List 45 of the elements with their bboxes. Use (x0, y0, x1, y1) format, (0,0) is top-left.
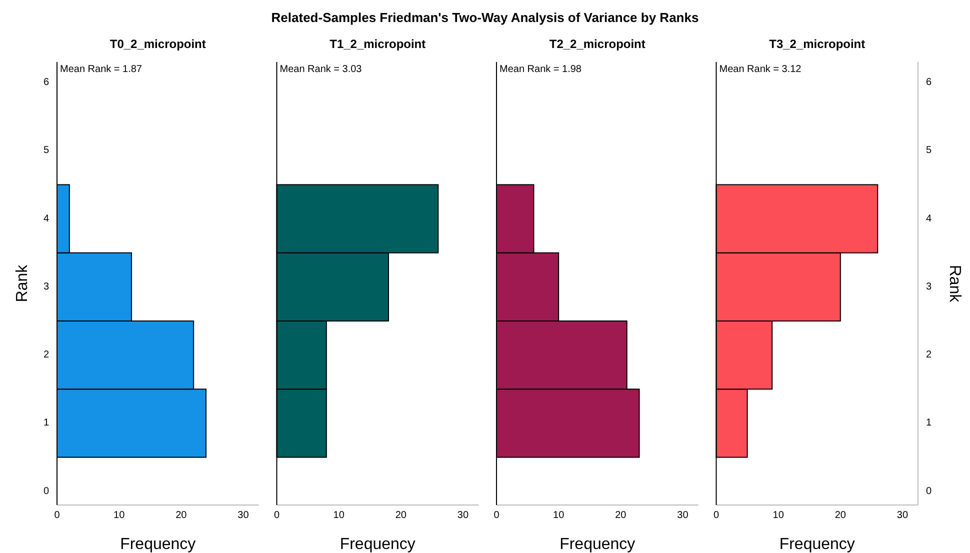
x-axis-title: Frequency (779, 536, 855, 553)
x-tick-label: 30 (457, 510, 469, 522)
annotation: Mean Rank = 1.98 (500, 64, 582, 75)
x-tick-label: 30 (677, 510, 689, 522)
y-tick-label: 3 (926, 281, 932, 292)
x-tick-label: 20 (176, 510, 188, 522)
x-tick-label: 0 (713, 510, 720, 522)
y-tick-label: 0 (926, 486, 932, 497)
chart-title: T2_2_micropoint (549, 37, 646, 51)
x-tick-label: 20 (834, 510, 846, 522)
x-tick-label: 30 (238, 510, 250, 522)
y-tick-label: 2 (926, 350, 932, 361)
y-tick-label: 4 (43, 213, 50, 224)
x-axis-title: Frequency (120, 536, 196, 553)
chart-title: T0_2_micropoint (110, 37, 206, 51)
y-tick-label: 1 (43, 418, 50, 429)
chart-title: T3_2_micropoint (769, 37, 866, 51)
x-tick-label: 10 (114, 510, 126, 522)
y-tick-label: 0 (43, 486, 50, 497)
annotation: Mean Rank = 1.87 (60, 64, 142, 75)
x-axis-title: Frequency (560, 536, 636, 553)
text: Related-Samples Friedman's Two-Way Analysis of Variance by Ranks (271, 10, 699, 25)
y-tick-label: 1 (926, 418, 932, 429)
x-tick-label: 10 (553, 510, 565, 522)
x-tick-label: 0 (494, 510, 500, 522)
y-tick-label: 4 (926, 213, 932, 224)
y-tick-label: 2 (43, 350, 50, 361)
y-tick-label: 3 (43, 281, 50, 292)
x-tick-label: 0 (54, 510, 60, 522)
x-tick-label: 0 (274, 510, 280, 522)
y-axis-title: Rank (946, 264, 963, 304)
y-tick-label: 6 (926, 76, 932, 88)
y-axis-title: Rank (14, 264, 31, 302)
x-tick-label: 20 (395, 510, 407, 522)
x-tick-label: 20 (615, 510, 627, 522)
y-tick-label: 5 (43, 145, 50, 156)
x-axis-title: Frequency (340, 536, 416, 553)
annotation: Mean Rank = 3.12 (719, 64, 802, 75)
x-tick-label: 10 (333, 510, 345, 522)
chart-title: T1_2_micropoint (330, 37, 426, 51)
x-tick-label: 30 (896, 510, 908, 522)
y-tick-label: 5 (926, 145, 932, 156)
y-tick-label: 6 (43, 76, 50, 88)
x-tick-label: 10 (772, 510, 784, 522)
annotation: Mean Rank = 3.03 (280, 64, 362, 75)
